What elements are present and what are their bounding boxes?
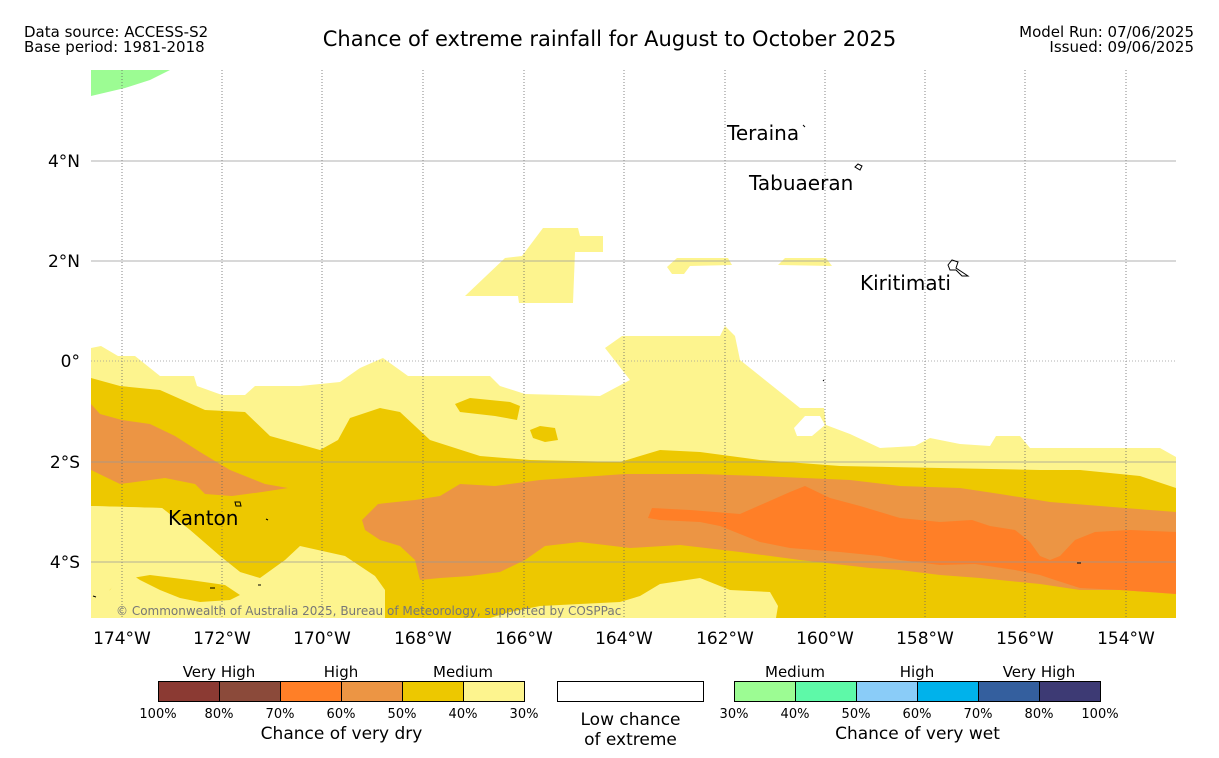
legend-dry-swatch <box>342 682 403 701</box>
header-right: Model Run: 07/06/2025 Issued: 09/06/2025 <box>1019 25 1194 55</box>
lon-label: 174°W <box>93 629 151 649</box>
legend-wet-tick: 60% <box>902 707 932 722</box>
latitude-labels: 4°N 2°N 0° 2°S 4°S <box>48 152 80 573</box>
legend-dry-swatch <box>220 682 281 701</box>
legend-wet-colorbar <box>734 681 1101 702</box>
lon-label: 166°W <box>495 629 553 649</box>
dry-30-region-north <box>465 228 603 303</box>
lat-label: 4°S <box>50 553 80 573</box>
lon-label: 160°W <box>796 629 854 649</box>
tabuaeran-outline <box>854 163 863 171</box>
issued-text: Issued: 09/06/2025 <box>1049 38 1194 56</box>
legend-dry-category: Very High <box>182 663 256 681</box>
map-title: Chance of extreme rainfall for August to… <box>322 27 897 51</box>
legend-wet-category: Medium <box>765 663 825 681</box>
legend-wet-swatch <box>857 682 918 701</box>
legend-dry-swatch <box>159 682 220 701</box>
lat-label: 2°N <box>48 252 80 272</box>
dry-60-region <box>648 486 1176 594</box>
legend-dry-swatch <box>403 682 464 701</box>
model-run-text: Model Run: 07/06/2025 <box>1019 23 1194 41</box>
legend-dry-category: Medium <box>433 663 493 681</box>
lon-label: 154°W <box>1097 629 1155 649</box>
legend-wet-tick: 30% <box>719 707 749 722</box>
lon-label: 158°W <box>896 629 954 649</box>
legend-dry-swatch <box>464 682 524 701</box>
dry-40-patch-small-2 <box>530 426 558 442</box>
dry-30-region-south-left <box>91 506 385 618</box>
legend-wet-swatch <box>918 682 979 701</box>
legend-dry-tick: 70% <box>265 707 295 722</box>
data-source-text: Data source: ACCESS-S2 <box>24 23 209 41</box>
legend-wet-swatch <box>796 682 857 701</box>
lat-label: 0° <box>61 352 80 372</box>
place-label-kiritimati: Kiritimati <box>860 271 951 295</box>
lon-label: 172°W <box>193 629 251 649</box>
islet-6 <box>822 379 825 382</box>
island-outlines <box>92 124 1081 598</box>
legend-wet-swatch <box>735 682 796 701</box>
dry-30-region-small-1 <box>667 258 732 274</box>
wet-medium-region <box>91 70 170 96</box>
lat-label: 4°N <box>48 152 80 172</box>
lat-label: 2°S <box>50 453 80 473</box>
legend-dry-tick: 60% <box>326 707 356 722</box>
kiritimati-outline <box>947 259 970 277</box>
place-label-teraina: Teraina <box>726 121 799 145</box>
legend-wet-tick: 70% <box>963 707 993 722</box>
header-left: Data source: ACCESS-S2 Base period: 1981… <box>24 25 208 55</box>
legend-wet-swatch <box>979 682 1040 701</box>
lon-label: 170°W <box>293 629 351 649</box>
legend-dry-colorbar <box>158 681 525 702</box>
legend-dry-tick: 30% <box>509 707 539 722</box>
lon-label: 164°W <box>595 629 653 649</box>
rainfall-map: © Commonwealth of Australia 2025, Bureau… <box>48 70 1176 649</box>
lon-label: 168°W <box>394 629 452 649</box>
legend-wet-tick: 40% <box>780 707 810 722</box>
copyright-text: © Commonwealth of Australia 2025, Bureau… <box>116 604 621 618</box>
longitude-gridlines <box>121 70 1127 618</box>
legend-wet-title: Chance of very wet <box>835 724 1000 744</box>
base-period-text: Base period: 1981-2018 <box>24 38 205 56</box>
place-label-kanton: Kanton <box>168 506 238 530</box>
lon-label: 156°W <box>996 629 1054 649</box>
dry-40-patch-small-1 <box>455 398 520 420</box>
legend-wet-category: High <box>899 663 935 681</box>
latitude-gridlines <box>91 160 1176 563</box>
place-label-tabuaeran: Tabuaeran <box>748 171 853 195</box>
legend-neutral-line2: of extreme <box>584 730 677 750</box>
legend-wet-tick: 50% <box>841 707 871 722</box>
map-area: © Commonwealth of Australia 2025, Bureau… <box>91 70 1176 618</box>
low-chance-hole <box>794 416 825 436</box>
islet-3 <box>265 518 269 521</box>
legend-wet-tick: 100% <box>1081 707 1119 722</box>
legend-dry-tick: 50% <box>387 707 417 722</box>
legend-dry-category: High <box>323 663 359 681</box>
legend-dry-tick: 40% <box>448 707 478 722</box>
kanton-outline <box>234 501 242 507</box>
legend-dry-title: Chance of very dry <box>260 724 423 744</box>
legend-neutral-swatch <box>557 681 704 702</box>
legend-wet-tick: 80% <box>1024 707 1054 722</box>
islet-5 <box>92 595 97 598</box>
dry-50-region-west <box>91 404 288 496</box>
longitude-labels: 174°W 172°W 170°W 168°W 166°W 164°W 162°… <box>93 629 1155 649</box>
legend-wet-category: Very High <box>1002 663 1076 681</box>
legend-dry-swatch <box>281 682 342 701</box>
legend-dry-tick: 80% <box>204 707 234 722</box>
legend-dry-tick: 100% <box>139 707 177 722</box>
teraina-outline <box>802 124 806 128</box>
lon-label: 162°W <box>696 629 754 649</box>
legend-neutral-line1: Low chance <box>580 710 681 730</box>
dry-30-region-small-2 <box>778 258 832 266</box>
legend-wet-swatch <box>1040 682 1100 701</box>
dry-30-region-south-right <box>640 578 778 618</box>
